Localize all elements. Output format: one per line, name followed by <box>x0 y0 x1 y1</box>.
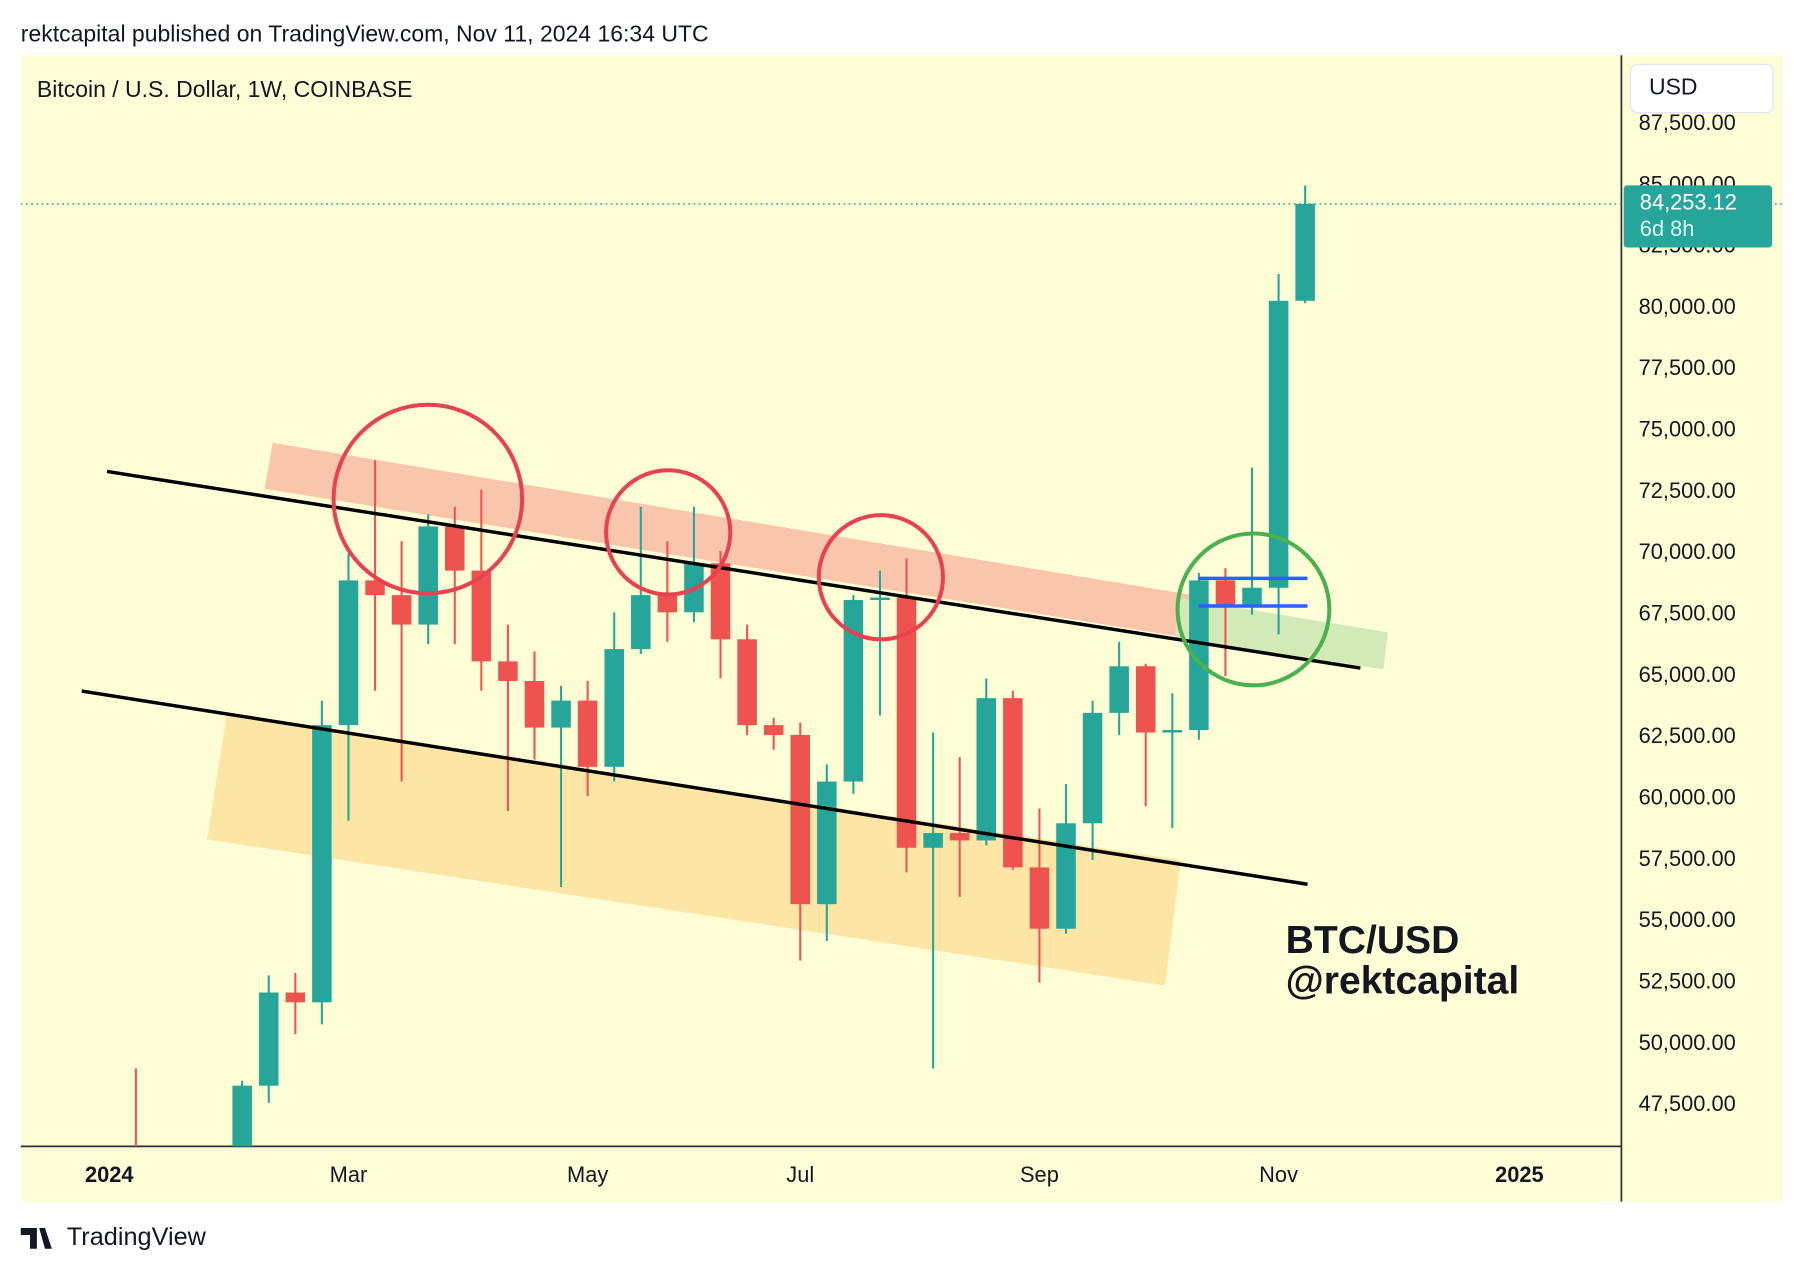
y-tick-label: 67,500.00 <box>1639 601 1736 626</box>
retest-zone <box>1175 597 1388 670</box>
y-tick-label: 70,000.00 <box>1639 539 1736 564</box>
candle-body <box>949 833 970 841</box>
support-zone <box>207 715 1182 986</box>
drawings: BTC/USD @rektcapital <box>81 402 1520 1002</box>
x-tick-label: Sep <box>1020 1162 1059 1187</box>
y-tick-label: 62,500.00 <box>1639 723 1736 748</box>
candle-body <box>418 526 438 625</box>
candle-body <box>817 781 837 905</box>
candle-body <box>1215 580 1236 608</box>
x-tick-label: Mar <box>330 1162 368 1187</box>
candle-body <box>524 680 545 728</box>
y-tick-label: 57,500.00 <box>1639 846 1736 871</box>
candle-body <box>790 734 811 905</box>
candle-body <box>737 639 757 726</box>
candle-body <box>471 570 492 662</box>
candle-body <box>604 649 624 767</box>
y-tick-label: 77,500.00 <box>1639 355 1736 380</box>
candle-body <box>1162 730 1183 733</box>
candle-body <box>312 725 332 1003</box>
y-tick-label: 47,500.00 <box>1639 1091 1736 1116</box>
channel-bottom <box>81 689 1308 886</box>
candle-body <box>710 563 731 640</box>
axes: 47,500.00 50,000.00 52,500.00 55,000.00 57,5… <box>20 110 1783 1187</box>
candle-body <box>657 595 678 613</box>
candle-body <box>1109 666 1129 713</box>
candle-body <box>444 526 465 571</box>
y-tick-label: 50,000.00 <box>1639 1030 1736 1055</box>
candle-body <box>551 700 571 728</box>
candle-body <box>1189 580 1209 731</box>
candle-body <box>1295 203 1315 301</box>
candle-body <box>923 833 943 848</box>
y-tick-label: 52,500.00 <box>1639 968 1736 993</box>
candle-body <box>338 580 359 726</box>
candle-body <box>1135 666 1156 733</box>
countdown-label: 6d 8h <box>1640 216 1695 241</box>
x-tick-label: 2024 <box>85 1162 134 1187</box>
x-tick-label: Jul <box>786 1162 814 1187</box>
y-tick-label: 87,500.00 <box>1639 110 1736 135</box>
footer: TradingView <box>67 1223 207 1251</box>
candle-body <box>285 992 306 1003</box>
rejection-circle <box>604 468 733 597</box>
candle-body <box>843 600 864 782</box>
candle-body <box>232 1085 252 1147</box>
candle-body <box>1268 300 1289 588</box>
candle-body <box>763 725 784 735</box>
breakout-circle <box>1175 531 1332 688</box>
candle-body <box>896 597 917 848</box>
last-price-label: 84,253.12 <box>1640 190 1737 215</box>
logo-icon <box>20 1228 52 1249</box>
candle-body <box>577 700 598 767</box>
candle-body <box>206 1226 226 1241</box>
header: rektcapital published on TradingView.com… <box>21 21 709 47</box>
y-tick-label: 55,000.00 <box>1639 907 1736 932</box>
x-tick-label: 2025 <box>1495 1162 1544 1187</box>
logo <box>20 1228 52 1249</box>
candle-body <box>631 595 651 650</box>
y-tick-label: 75,000.00 <box>1639 417 1736 442</box>
y-tick-label: 80,000.00 <box>1639 294 1736 319</box>
candle-body <box>1003 698 1023 868</box>
candle-body <box>1242 587 1262 608</box>
last-price-box <box>1623 185 1773 248</box>
candle-body <box>365 580 385 596</box>
y-tick-label: 60,000.00 <box>1639 784 1736 809</box>
candle-body <box>498 661 518 681</box>
annotation: @rektcapital <box>1286 959 1520 1002</box>
rejection-circle <box>331 402 525 596</box>
x-tick-label: May <box>567 1162 608 1187</box>
candle-body <box>391 595 412 625</box>
candle-body <box>976 698 997 841</box>
candle-body <box>870 597 890 601</box>
y-tick-label: 65,000.00 <box>1639 662 1736 687</box>
currency-button[interactable] <box>1630 63 1774 114</box>
rejection-circle <box>816 513 946 642</box>
candle-body <box>258 992 279 1086</box>
y-tick-label: 72,500.00 <box>1639 478 1736 503</box>
channel-top <box>106 469 1361 670</box>
candle-body <box>1029 867 1050 929</box>
currency-label[interactable]: USD <box>1649 74 1698 100</box>
annotation: BTC/USD <box>1286 919 1460 962</box>
candle-body <box>1056 823 1076 929</box>
chart-title: Bitcoin / U.S. Dollar, 1W, COINBASE <box>37 76 413 102</box>
x-tick-label: Nov <box>1259 1162 1298 1187</box>
candle-body <box>1082 712 1103 824</box>
candles <box>134 185 1315 1241</box>
